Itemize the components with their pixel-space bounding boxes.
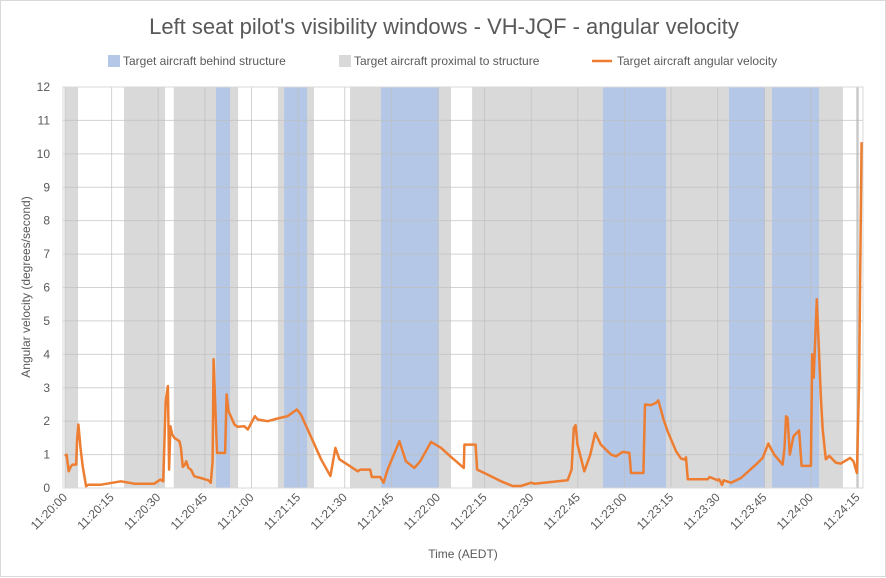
x-axis-ticks: 11:20:00 11:20:15 11:20:30 11:20:45 11:21:00…	[28, 490, 863, 533]
y-tick-label: 2	[43, 414, 50, 428]
plot-border	[62, 86, 864, 489]
y-tick-label: 3	[43, 381, 50, 395]
x-axis-label: Time (AEDT)	[428, 547, 498, 561]
legend-swatch	[108, 55, 120, 67]
y-tick-label: 8	[43, 214, 50, 228]
y-tick-label: 4	[43, 347, 50, 361]
x-tick-label: 11:24:00	[774, 490, 817, 533]
y-tick-label: 6	[43, 281, 50, 295]
x-tick-label: 11:22:45	[541, 490, 584, 533]
angular-velocity-line	[64, 142, 863, 488]
x-tick-label: 11:21:30	[308, 490, 351, 533]
x-tick-label: 11:23:45	[727, 490, 770, 533]
x-tick-label: 11:23:15	[634, 490, 677, 533]
y-axis-label: Angular velocity (degrees/second)	[19, 196, 33, 377]
x-tick-label: 11:22:30	[494, 490, 537, 533]
x-tick-label: 11:20:00	[28, 490, 71, 533]
chart-title: Left seat pilot's visibility windows - V…	[149, 14, 739, 39]
legend: Target aircraft behind structure Target a…	[108, 54, 777, 68]
x-tick-label: 11:20:15	[74, 490, 117, 533]
x-tick-label: 11:21:45	[354, 490, 397, 533]
x-tick-label: 11:20:45	[168, 490, 211, 533]
legend-label: Target aircraft proximal to structure	[354, 54, 540, 68]
y-tick-label: 9	[43, 180, 50, 194]
x-tick-label: 11:23:00	[587, 490, 630, 533]
x-tick-label: 11:22:15	[447, 490, 490, 533]
y-tick-label: 11	[38, 113, 51, 127]
x-tick-label: 11:21:15	[261, 490, 304, 533]
y-tick-label: 12	[37, 80, 51, 94]
legend-label: Target aircraft behind structure	[123, 54, 286, 68]
x-tick-label: 11:24:15	[820, 490, 863, 533]
x-tick-label: 11:22:00	[401, 490, 444, 533]
x-tick-label: 11:23:30	[680, 490, 723, 533]
legend-swatch	[339, 55, 351, 67]
legend-label: Target aircraft angular velocity	[617, 54, 777, 68]
y-tick-label: 0	[43, 481, 50, 495]
x-tick-label: 11:21:00	[214, 490, 257, 533]
series	[64, 142, 863, 488]
y-tick-label: 5	[43, 314, 50, 328]
x-tick-label: 11:20:30	[121, 490, 164, 533]
y-tick-label: 7	[43, 247, 50, 261]
y-tick-label: 1	[43, 448, 50, 462]
y-tick-label: 10	[37, 147, 51, 161]
